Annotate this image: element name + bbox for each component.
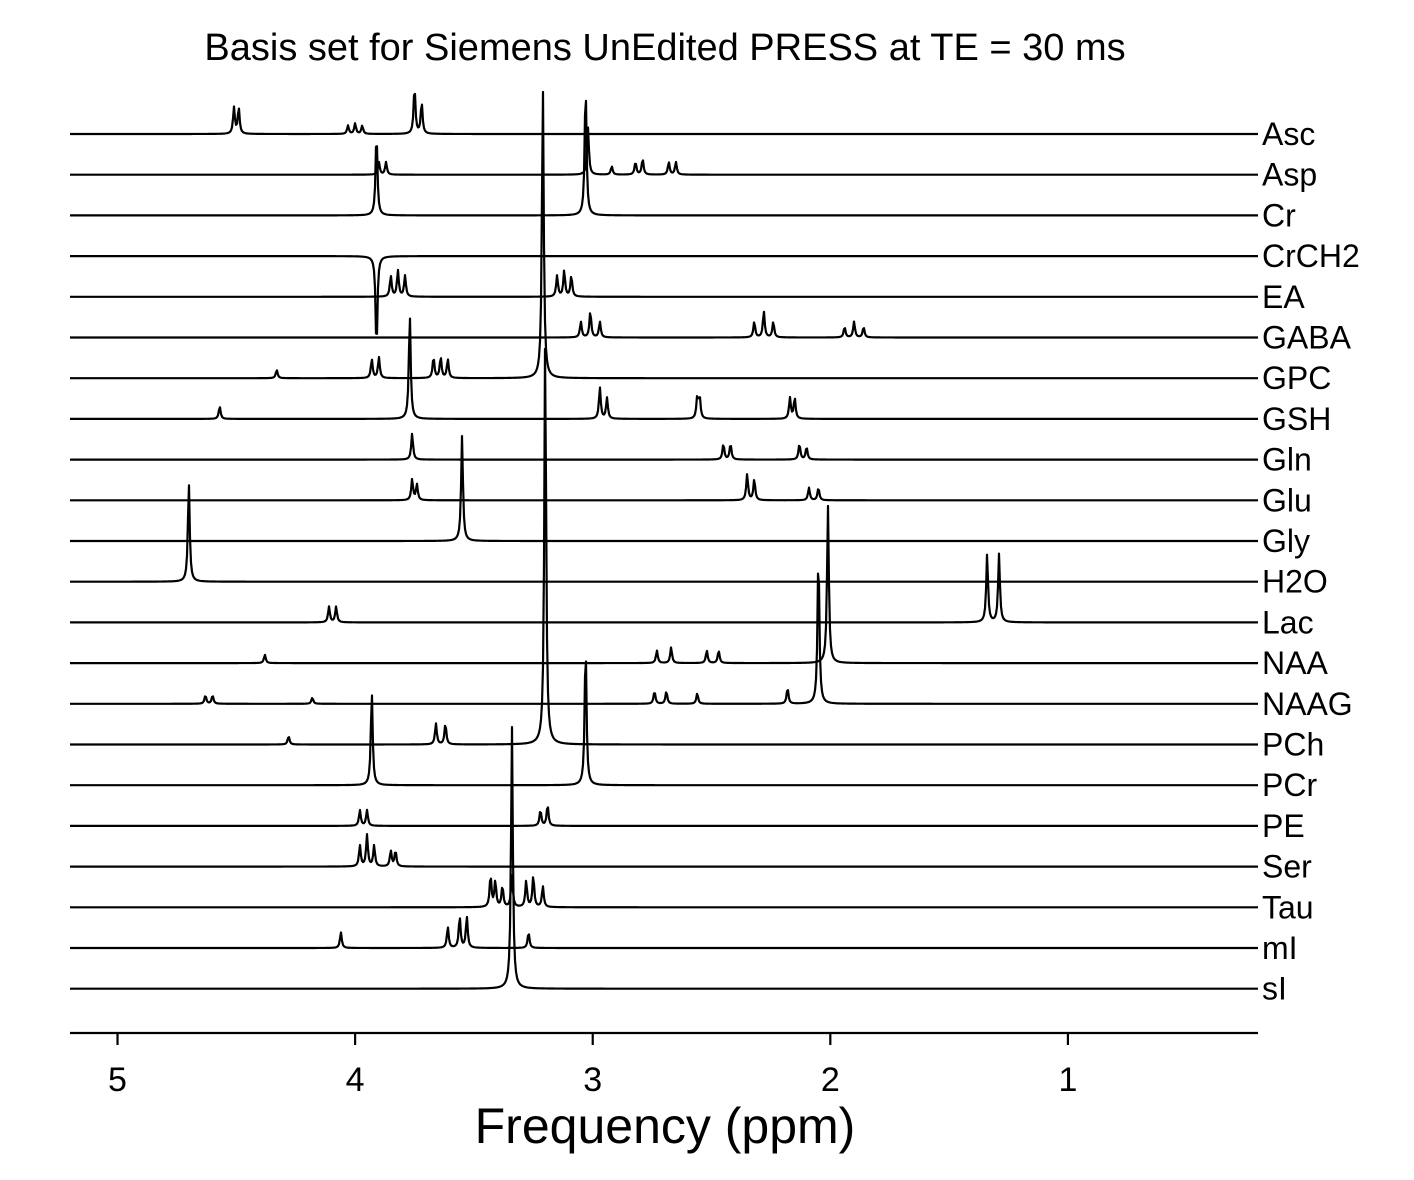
- spectrum-trace-ea: [69, 268, 1259, 298]
- spectrum-trace-h2o: [69, 484, 1259, 583]
- spectrum-trace-lac: [69, 552, 1259, 624]
- series-label-glu: Glu: [1262, 482, 1312, 518]
- spectrum-trace-pch: [69, 347, 1259, 746]
- series-label-naag: NAAG: [1262, 686, 1353, 722]
- series-label-mi: mI: [1262, 930, 1298, 966]
- x-axis-ticks: 5 4 3 2 1: [108, 1033, 1077, 1099]
- spectrum-trace-gln: [69, 432, 1259, 461]
- spectra-group: Asc Asp Cr CrCH2 EA GABA GPC GSH Gln Glu Gly H2O Lac…: [69, 90, 1360, 1007]
- spectrum-trace-gaba: [69, 310, 1259, 339]
- spectrum-trace-mi: [69, 915, 1259, 950]
- spectrum-trace-naag: [69, 572, 1259, 705]
- spectrum-trace-pe: [69, 806, 1259, 827]
- x-tick-label: 4: [346, 1061, 365, 1099]
- series-label-ea: EA: [1262, 279, 1305, 315]
- series-label-crch2: CrCH2: [1262, 238, 1360, 274]
- series-label-pe: PE: [1262, 808, 1305, 844]
- series-label-gln: Gln: [1262, 442, 1312, 478]
- spectrum-trace-glu: [69, 473, 1259, 502]
- x-tick-label: 1: [1058, 1061, 1077, 1099]
- spectrum-trace-tau: [69, 874, 1259, 909]
- series-label-naa: NAA: [1262, 645, 1328, 681]
- spectrum-trace-cr: [69, 99, 1259, 217]
- spectrum-trace-gly: [69, 435, 1259, 543]
- series-label-asp: Asp: [1262, 157, 1317, 193]
- x-tick-label: 5: [108, 1061, 127, 1099]
- spectrum-trace-pcr: [69, 660, 1259, 787]
- series-label-gaba: GABA: [1262, 320, 1352, 356]
- series-label-pch: PCh: [1262, 727, 1324, 763]
- spectrum-trace-asp: [69, 126, 1259, 176]
- chart-title: Basis set for Siemens UnEdited PRESS at …: [204, 27, 1125, 69]
- spectrum-trace-crch2: [69, 255, 1259, 335]
- spectrum-trace-gsh: [69, 317, 1259, 420]
- series-label-gpc: GPC: [1262, 360, 1331, 396]
- series-label-gsh: GSH: [1262, 401, 1331, 437]
- series-label-gly: Gly: [1262, 523, 1310, 559]
- series-label-si: sI: [1262, 971, 1287, 1007]
- spectrum-trace-naa: [69, 504, 1259, 665]
- series-label-lac: Lac: [1262, 604, 1314, 640]
- series-label-ser: Ser: [1262, 849, 1312, 885]
- spectrum-trace-gpc: [69, 90, 1259, 380]
- series-label-pcr: PCr: [1262, 767, 1317, 803]
- series-label-cr: Cr: [1262, 197, 1296, 233]
- series-label-tau: Tau: [1262, 889, 1314, 925]
- x-tick-label: 2: [821, 1061, 840, 1099]
- spectrum-trace-si: [69, 726, 1259, 990]
- spectrum-trace-asc: [69, 92, 1259, 136]
- series-label-h2o: H2O: [1262, 564, 1328, 600]
- x-axis-title: Frequency (ppm): [475, 1098, 856, 1154]
- series-label-asc: Asc: [1262, 116, 1315, 152]
- x-tick-label: 3: [583, 1061, 602, 1099]
- spectrum-trace-ser: [69, 833, 1259, 868]
